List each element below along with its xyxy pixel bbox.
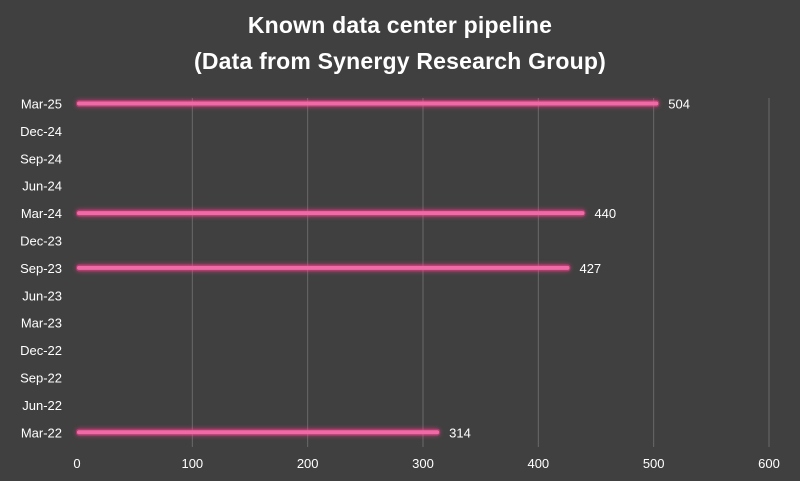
bar [77, 101, 659, 106]
x-tick-label: 500 [643, 456, 665, 471]
bar [77, 265, 570, 270]
y-tick-label: Jun-24 [22, 179, 62, 194]
x-tick-label: 400 [527, 456, 549, 471]
data-label: 314 [449, 425, 471, 440]
data-label: 427 [579, 261, 601, 276]
chart-title: Known data center pipeline [247, 12, 553, 38]
y-tick-label: Sep-22 [20, 371, 62, 386]
bars [76, 100, 660, 436]
x-tick-label: 300 [412, 456, 434, 471]
y-tick-label: Dec-24 [20, 124, 62, 139]
y-tick-label: Sep-24 [20, 151, 62, 166]
y-tick-label: Mar-23 [21, 316, 62, 331]
y-tick-label: Jun-23 [22, 288, 62, 303]
data-label: 504 [668, 97, 690, 112]
x-tick-label: 600 [758, 456, 780, 471]
bar [77, 430, 440, 435]
y-tick-label: Sep-23 [20, 261, 62, 276]
y-tick-label: Mar-24 [21, 206, 62, 221]
x-tick-label: 0 [73, 456, 80, 471]
y-tick-label: Dec-22 [20, 343, 62, 358]
x-tick-label: 200 [297, 456, 319, 471]
gridlines [191, 98, 770, 447]
labels: 0 100 200 300 400 500 600 Mar-25 504 Dec-24 Sep-24… [20, 97, 780, 472]
y-tick-label: Jun-22 [22, 398, 62, 413]
y-tick-label: Mar-25 [21, 97, 62, 112]
data-label: 440 [594, 206, 616, 221]
y-tick-label: Dec-23 [20, 234, 62, 249]
bar [77, 211, 585, 216]
x-tick-label: 100 [181, 456, 203, 471]
chart-subtitle: (Data from Synergy Research Group) [194, 48, 606, 74]
y-tick-label: Mar-22 [21, 425, 62, 440]
